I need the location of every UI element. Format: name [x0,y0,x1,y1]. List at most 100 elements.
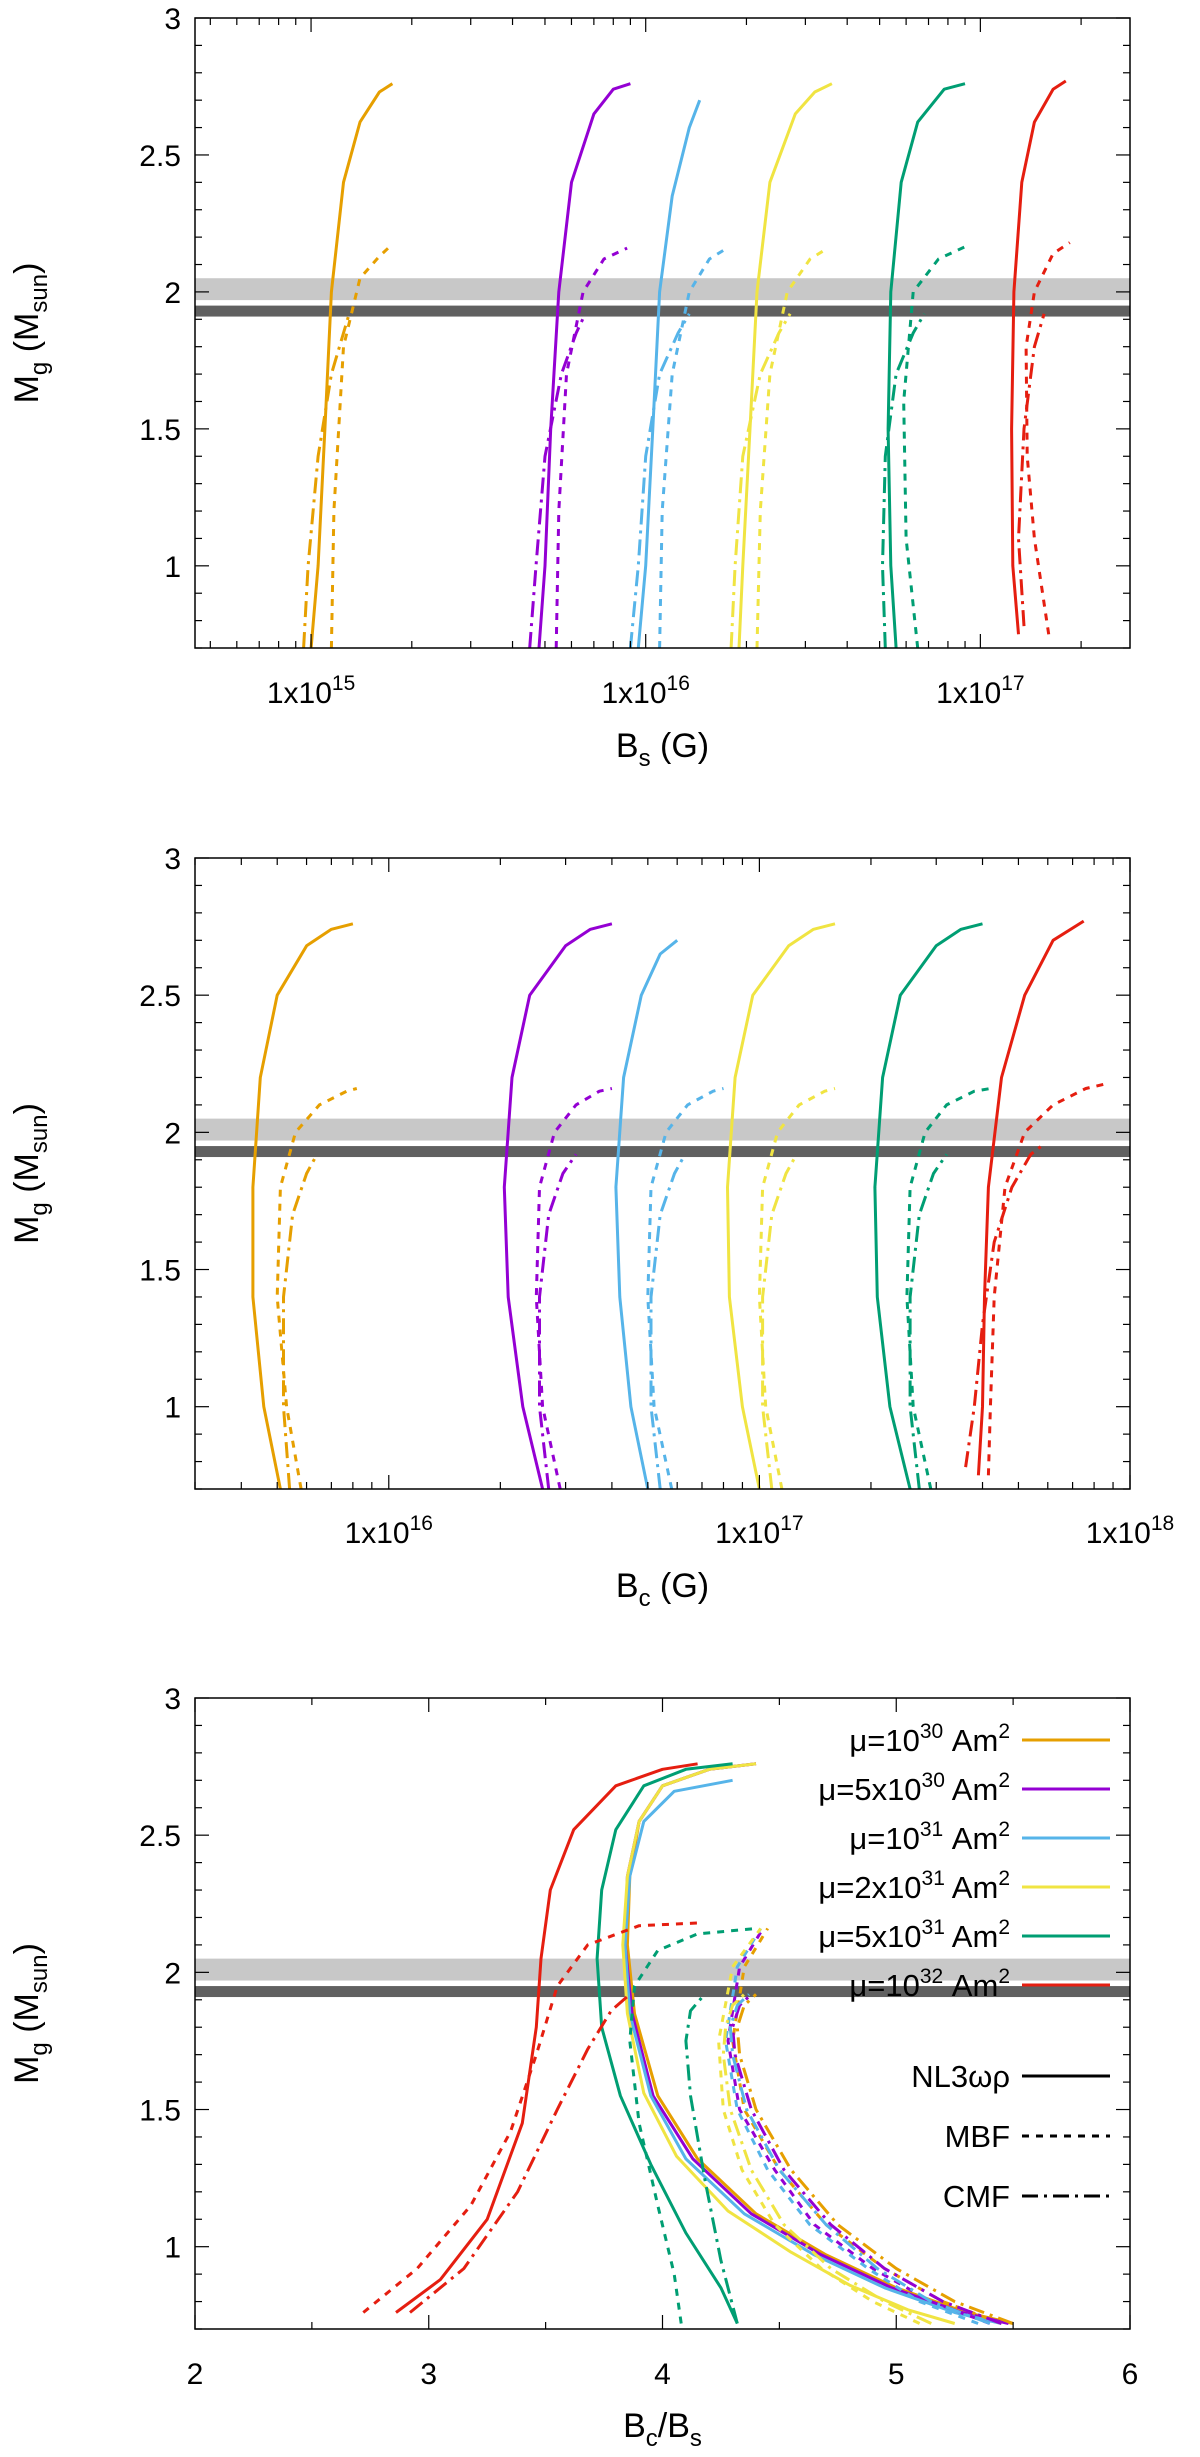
series-mu_1e31-dashdot [628,313,691,648]
series-mu_2e31-dashed [717,1927,921,2325]
y-tick-label: 3 [164,843,181,876]
legend-label: μ=5x1031 Am2 [818,1916,1010,1954]
y-tick-label: 2.5 [139,140,181,173]
series-mu_1e31-dashed [646,1087,724,1489]
legend-eos-dashed: MBF [945,2119,1110,2154]
x-axis-label: Bs (G) [616,727,709,772]
legend-label: μ=1031 Am2 [849,1818,1010,1856]
x-axis-label: Bc (G) [616,1567,709,1612]
series-mu_5e31-dashdot [908,1153,948,1489]
legend-entry-mu_2e31: μ=2x1031 Am2 [818,1867,1110,1905]
series-mu_5e31-dashdot [684,1993,739,2324]
y-tick-label: 2.5 [139,980,181,1013]
series-mu_1e32-dashdot [409,1993,631,2314]
series-mu_5e30-dashdot [538,1153,578,1489]
series-mu_1e32-dashed [1024,241,1071,635]
y-tick-label: 1.5 [139,2095,181,2128]
series-mu_1e30-solid [309,82,394,648]
x-tick-label: 6 [1122,2358,1139,2391]
series-mu_1e31-dashdot [649,1153,687,1489]
series-mu_5e30-solid [502,922,613,1489]
mass-band-light [195,278,1130,301]
x-tick-label: 1x1017 [936,672,1024,710]
series-mu_5e31-solid [873,922,983,1489]
panel-top: 1 1.5 2 2.5 3 1x1015 1x1016 1x1017 Bs (G) Mg (Msu… [8,3,1131,772]
series-mu_5e31-solid [595,1762,739,2325]
legend-eos-label: NL3ωρ [911,2059,1010,2094]
x-tick-label: 4 [654,2358,671,2391]
y-tick-label: 1 [164,551,181,584]
legend-label: μ=2x1031 Am2 [818,1867,1010,1905]
y-axis-label: Mg (Msun) [8,1103,53,1244]
series-mu_2e31-dashdot [729,313,792,648]
x-tick-label: 1x1016 [345,1512,433,1550]
series-mu_1e31-dashed [724,1927,979,2325]
series-mu_5e30-dashed [534,1087,613,1489]
legend-label: μ=1032 Am2 [849,1965,1010,2003]
legend-eos-solid: NL3ωρ [911,2059,1110,2094]
plot-frame [194,17,1131,649]
series-mu_5e31-dashed [628,1927,757,2324]
series-mu_1e31-dashed [658,246,728,648]
series-mu_1e32-solid [395,1762,698,2314]
series-mu_5e30-solid [537,82,631,648]
series-mu_2e31-dashdot [761,1153,798,1489]
legend-eos-label: MBF [945,2119,1010,2154]
legend-eos-label: CMF [943,2179,1010,2214]
series-mu_2e31-dashed [757,1087,836,1489]
legend-entry-mu_5e31: μ=5x1031 Am2 [818,1916,1110,1954]
x-tick-label: 1x1016 [601,672,689,710]
series-mu_5e30-dashed [554,246,628,648]
y-axis-label: Mg (Msun) [8,1943,53,2084]
legend-entry-mu_1e32: μ=1032 Am2 [849,1965,1110,2003]
series-mu_1e30-dashdot [282,1153,319,1489]
series-mu_5e30-dashdot [528,313,587,648]
y-axis-label: Mg (Msun) [8,263,53,404]
series-mu_1e31-solid [636,99,702,648]
x-tick-label: 1x1018 [1086,1512,1174,1550]
mass-band-light [195,1958,1130,1981]
series-mu_1e30-solid [251,922,354,1489]
panel-middle: 1 1.5 2 2.5 3 1x1016 1x1017 1x1018 Bc (G) Mg (Msu… [8,843,1174,1612]
series-mu_1e30-dashdot [735,1993,1014,2325]
y-tick-label: 3 [164,3,181,36]
legend-label: μ=1030 Am2 [849,1720,1010,1758]
mass-band-light [195,1118,1130,1141]
y-tick-label: 1.5 [139,1255,181,1288]
series-mu_2e31-solid [737,82,833,648]
y-tick-label: 1 [164,2232,181,2265]
y-tick-label: 2.5 [139,1820,181,1853]
series-mu_5e31-dashed [905,1087,991,1489]
series-mu_1e32-dashed [986,1081,1110,1476]
legend-entry-mu_1e31: μ=1031 Am2 [849,1818,1110,1856]
series-mu_2e31-dashed [755,246,829,648]
series-mu_2e31-solid [621,1762,956,2325]
series-mu_1e31-dashdot [728,1993,991,2325]
legend-eos-dashdot: CMF [943,2179,1110,2214]
x-tick-label: 1x1017 [715,1512,803,1550]
series-mu_1e31-solid [614,939,679,1489]
series-mu_1e31-solid [623,1778,1002,2325]
mass-band-dark [195,1986,1130,1998]
series-mu_5e31-dashdot [881,313,926,648]
series-mu_1e32-solid [1010,79,1067,635]
series-mu_1e32-dashdot [1017,313,1046,627]
plot-frame [194,857,1131,1490]
mass-band-dark [195,305,1130,317]
series-mu_1e30-dashdot [302,313,351,648]
y-tick-label: 1.5 [139,414,181,447]
series-mu_1e32-dashdot [964,1142,1047,1468]
x-axis-label: Bc/Bs [623,2407,702,2452]
y-tick-label: 2 [164,277,181,310]
series-mu_5e30-dashdot [731,1993,1002,2325]
y-tick-label: 2 [164,1117,181,1150]
series-mu_1e32-solid [976,919,1085,1476]
mass-band-dark [195,1146,1130,1158]
y-tick-label: 3 [164,1683,181,1716]
series-mu_1e32-dashed [362,1921,698,2314]
legend-entry-mu_1e30: μ=1030 Am2 [849,1720,1110,1758]
series-mu_1e30-dashed [329,247,390,648]
series-mu_1e30-dashed [275,1087,358,1489]
